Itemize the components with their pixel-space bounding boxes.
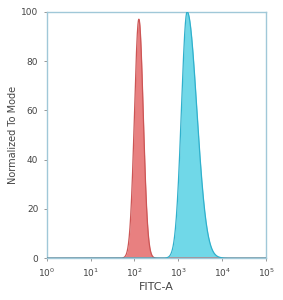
X-axis label: FITC-A: FITC-A	[139, 282, 174, 292]
Y-axis label: Normalized To Mode: Normalized To Mode	[8, 86, 18, 184]
